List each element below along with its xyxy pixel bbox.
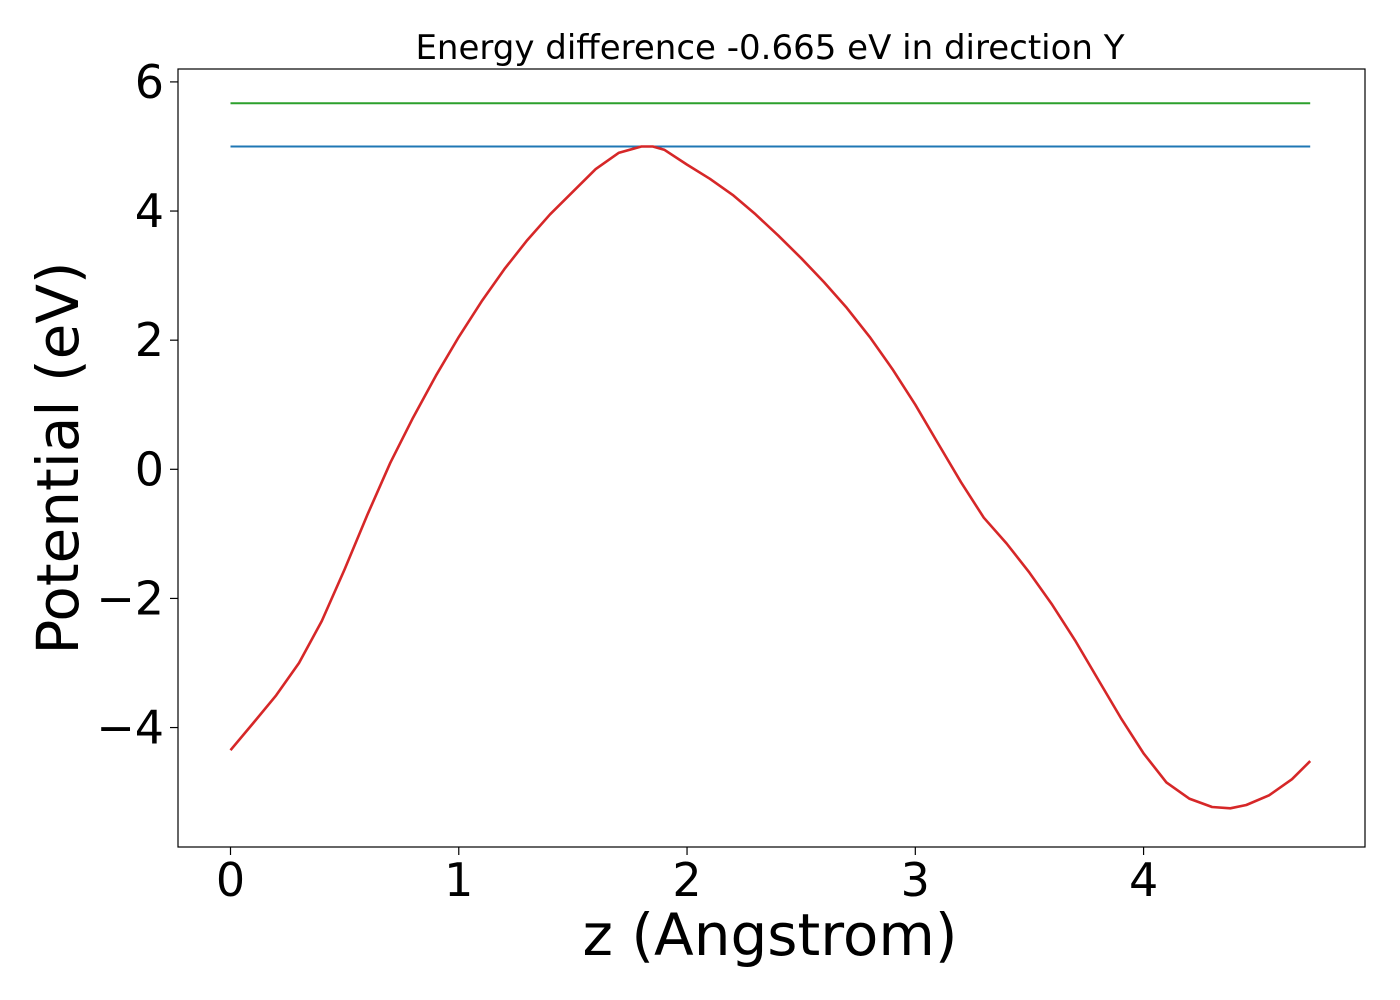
x-tick-label: 1 xyxy=(444,853,473,907)
series-layer xyxy=(229,102,1312,810)
x-axis-ticks: 0 1 2 3 4 xyxy=(216,847,1158,907)
y-tick-label: 2 xyxy=(135,313,164,367)
y-axis-ticks: −4 −2 0 2 4 6 xyxy=(96,55,178,755)
y-tick-label: −4 xyxy=(96,701,164,755)
plot-frame xyxy=(177,68,1366,848)
series-line-red xyxy=(229,145,1312,810)
y-tick-label: 6 xyxy=(135,55,164,109)
y-tick-label: 0 xyxy=(135,442,164,496)
x-tick-label: 2 xyxy=(672,853,701,907)
y-tick-label: −2 xyxy=(96,571,164,625)
x-tick-label: 0 xyxy=(216,853,245,907)
x-tick-label: 3 xyxy=(901,853,930,907)
x-axis-label: z (Angstrom) xyxy=(583,901,958,969)
x-tick-label: 4 xyxy=(1129,853,1158,907)
chart-title: Energy difference -0.665 eV in direction… xyxy=(415,28,1124,68)
y-axis-label: Potential (eV) xyxy=(24,261,92,654)
y-tick-label: 4 xyxy=(135,184,164,238)
